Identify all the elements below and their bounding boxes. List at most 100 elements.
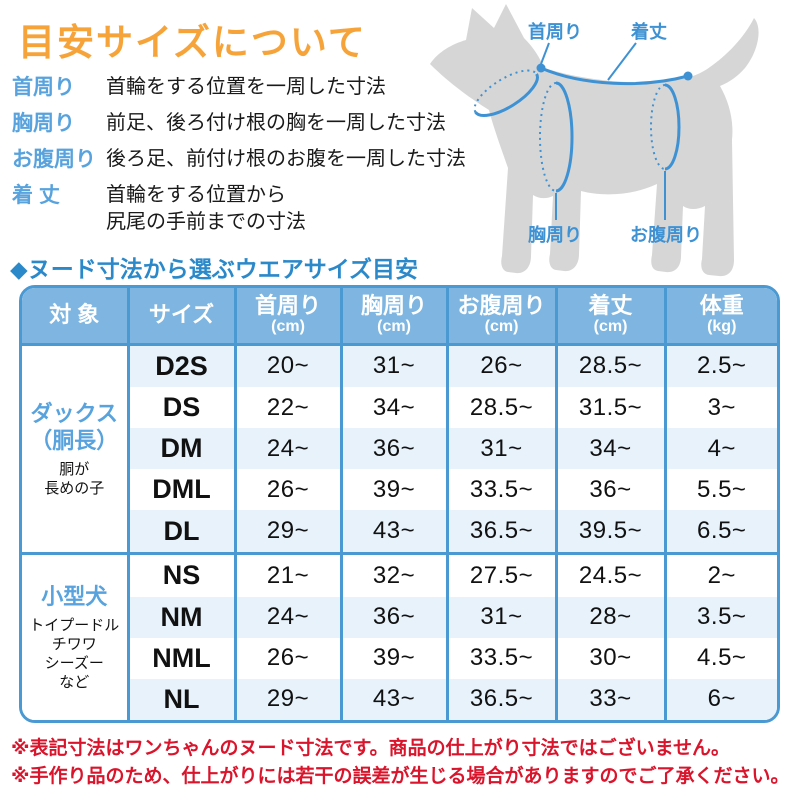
header-target: 対 象 [22,288,128,346]
length-value: 24.5~ [554,552,665,597]
belly-value: 31~ [445,596,556,638]
length-value: 28.5~ [554,344,665,388]
length-value: 28~ [554,596,665,638]
chest-value: 32~ [339,552,447,597]
size-cell: DM [126,428,235,470]
weight-value: 2~ [663,552,777,597]
weight-value: 3.5~ [663,596,777,638]
legend-term: 胸周り [12,112,75,135]
weight-value: 4.5~ [663,637,777,679]
legend-desc-line: 首輪をする位置から [106,184,286,206]
legend-desc: 後ろ足、前付け根のお腹を一周した寸法 [106,148,466,170]
size-cell: NS [126,552,235,597]
measurement-legend: 首周り 首輪をする位置を一周した寸法 胸周り 前足、後ろ付け根の胸を一周した寸法… [12,74,466,245]
group-cell-small-dog: 小型犬 トイプードル チワワ シーズー など [22,552,128,720]
length-value: 36~ [554,469,665,511]
size-cell: NM [126,596,235,638]
neck-value: 21~ [233,552,341,597]
belly-value: 36.5~ [445,678,556,720]
size-cell: DS [126,387,235,429]
weight-value: 5.5~ [663,469,777,511]
chest-value: 36~ [339,428,447,470]
legend-item-neck: 首周り 首輪をする位置を一周した寸法 [12,74,422,101]
page-title: 目安サイズについて [18,22,367,63]
length-start-dot [536,63,546,73]
legend-desc-line: 尻尾の手前までの寸法 [106,211,306,233]
neck-girth-ellipse [473,69,539,117]
neck-value: 24~ [233,596,341,638]
belly-value: 28.5~ [445,387,556,429]
chest-value: 43~ [339,510,447,554]
size-cell: NML [126,637,235,679]
belly-value: 31~ [445,428,556,470]
legend-term: お腹周り [12,148,96,171]
chest-value: 43~ [339,678,447,720]
neck-value: 29~ [233,678,341,720]
belly-value: 33.5~ [445,469,556,511]
header-size: サイズ [126,288,235,346]
size-cell: DL [126,510,235,554]
note-line: ※表記寸法はワンちゃんのヌード寸法です。商品の仕上がり寸法ではございません。 [11,738,731,759]
diagram-label-length: 着丈 [630,21,667,42]
neck-leader-line [540,42,550,65]
length-value: 34~ [554,428,665,470]
group-cell-dachshund: ダックス （胴長） 胴が 長めの子 [22,344,128,554]
legend-desc: 首輪をする位置から 尻尾の手前までの寸法 [106,182,306,236]
weight-value: 6.5~ [663,510,777,554]
legend-item-belly: お腹周り 後ろ足、前付け根のお腹を一周した寸法 [12,146,466,173]
legend-term: 着 丈 [12,184,60,207]
length-value: 33~ [554,678,665,720]
length-leader-line [607,42,637,81]
table-row-nl: NL 29~ 43~ 36.5~ 33~ 6~ [22,678,777,720]
table-row-dml: DML 26~ 39~ 33.5~ 36~ 5.5~ [22,469,777,511]
back-length-line [540,66,689,86]
table-row-d2s: ダックス （胴長） 胴が 長めの子 D2S 20~ 31~ 26~ 28.5~ … [22,344,777,554]
table-row-nm: NM 24~ 36~ 31~ 28~ 3.5~ [22,596,777,638]
chest-value: 31~ [339,344,447,388]
belly-value: 33.5~ [445,637,556,679]
neck-value: 26~ [233,637,341,679]
legend-desc: 前足、後ろ付け根の胸を一周した寸法 [106,112,446,134]
header-belly: お腹周り (cm) [445,288,556,346]
length-value: 39.5~ [554,510,665,554]
legend-item-length: 着 丈 首輪をする位置から 尻尾の手前までの寸法 [12,182,422,236]
belly-value: 26~ [445,344,556,388]
weight-value: 3~ [663,387,777,429]
neck-value: 20~ [233,344,341,388]
dog-silhouette [430,4,759,277]
table-header-row: 対 象 サイズ 首周り (cm) 胸周り (cm) お腹周り (cm) 着丈 (cm) … [22,288,777,346]
belly-girth-ellipse [650,83,681,171]
chest-value: 39~ [339,469,447,511]
size-table: 対 象 サイズ 首周り (cm) 胸周り (cm) お腹周り (cm) 着丈 (cm) … [19,285,780,723]
table-row-ds: DS 22~ 34~ 28.5~ 31.5~ 3~ [22,387,777,429]
belly-value: 36.5~ [445,510,556,554]
neck-value: 22~ [233,387,341,429]
size-cell: NL [126,678,235,720]
diagram-label-belly: お腹周り [630,224,702,245]
dog-measurement-diagram: 首周り 着丈 胸周り お腹周り [430,4,759,277]
table-row-dl: DL 29~ 43~ 36.5~ 39.5~ 6.5~ [22,510,777,554]
legend-term: 首周り [12,76,75,99]
length-end-dot [683,71,693,81]
neck-value: 29~ [233,510,341,554]
footer-notes: ※表記寸法はワンちゃんのヌード寸法です。商品の仕上がり寸法ではございません。 ※… [11,735,789,791]
weight-value: 4~ [663,428,777,470]
belly-value: 27.5~ [445,552,556,597]
chest-value: 34~ [339,387,447,429]
legend-desc: 首輪をする位置を一周した寸法 [106,76,386,98]
diagram-label-chest: 胸周り [528,224,582,245]
table-row-dm: DM 24~ 36~ 31~ 34~ 4~ [22,428,777,470]
neck-value: 24~ [233,428,341,470]
size-cell: D2S [126,344,235,388]
length-value: 30~ [554,637,665,679]
section-title: ◆ヌード寸法から選ぶウエアサイズ目安 [10,256,418,282]
header-weight: 体重 (kg) [663,288,777,346]
weight-value: 6~ [663,678,777,720]
neck-value: 26~ [233,469,341,511]
legend-item-chest: 胸周り 前足、後ろ付け根の胸を一周した寸法 [12,110,446,137]
header-chest: 胸周り (cm) [339,288,447,346]
chest-girth-ellipse [539,81,574,193]
header-neck: 首周り (cm) [233,288,341,346]
header-length: 着丈 (cm) [554,288,665,346]
